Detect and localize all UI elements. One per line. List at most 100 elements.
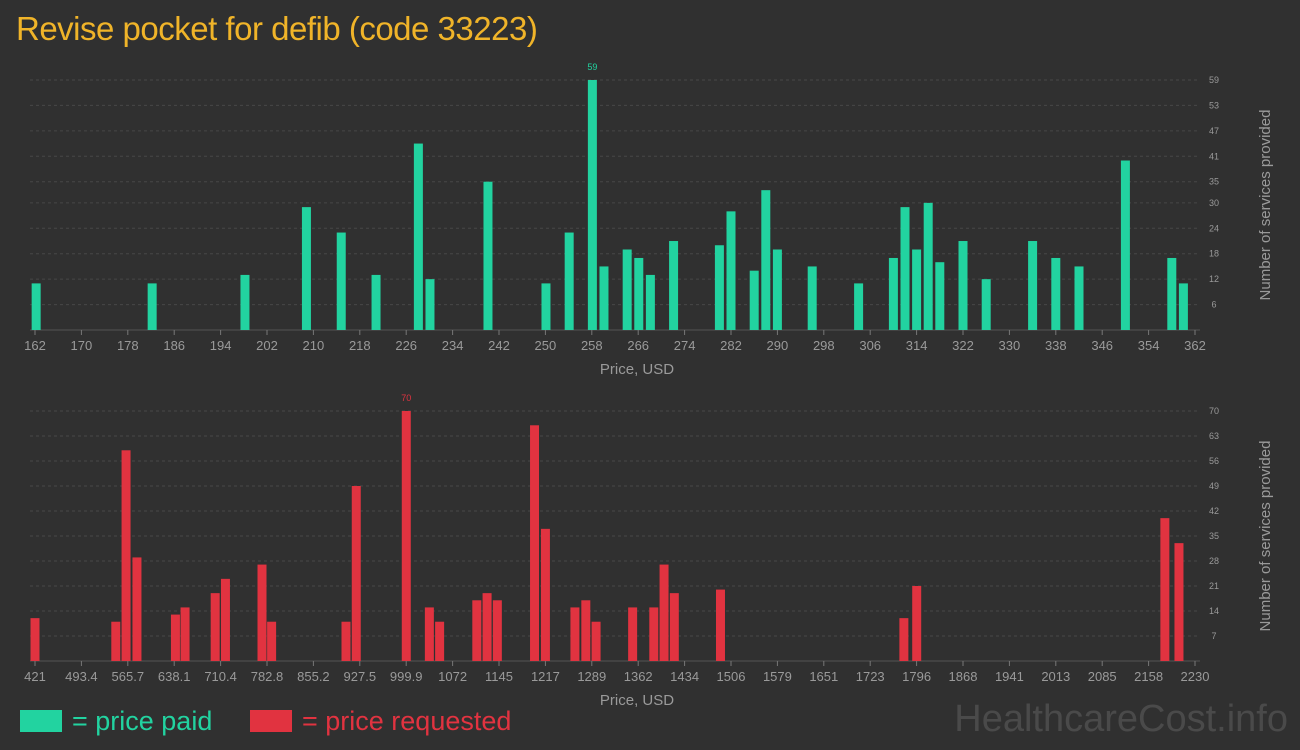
bar [1167, 257, 1177, 330]
bar [483, 181, 493, 330]
y-tick-label: 30 [1209, 198, 1219, 208]
bar [581, 600, 591, 661]
bar [180, 607, 190, 661]
bar [530, 425, 540, 661]
x-tick-label: 322 [952, 338, 974, 353]
bar [958, 241, 968, 330]
bar [912, 586, 922, 661]
y-tick-label: 35 [1209, 177, 1219, 187]
bar [645, 274, 655, 330]
bar [923, 202, 933, 330]
bar [935, 262, 945, 330]
x-tick-label: 1941 [995, 669, 1024, 684]
x-tick-label: 218 [349, 338, 371, 353]
x-tick-label: 234 [442, 338, 464, 353]
bar [1051, 257, 1061, 330]
x-tick-label: 421 [24, 669, 46, 684]
y-axis-title: Number of services provided [1257, 441, 1274, 632]
x-tick-label: 202 [256, 338, 278, 353]
y-tick-label: 42 [1209, 506, 1219, 516]
x-tick-label: 1723 [856, 669, 885, 684]
bar [121, 450, 131, 661]
bar [170, 614, 180, 661]
y-tick-label: 70 [1209, 406, 1219, 416]
y-tick-label: 53 [1209, 100, 1219, 110]
x-tick-label: 2158 [1134, 669, 1163, 684]
bar [111, 621, 121, 661]
bar [492, 600, 502, 661]
x-tick-label: 314 [906, 338, 928, 353]
bar [351, 486, 361, 661]
bar [564, 232, 574, 330]
bar [1028, 241, 1038, 330]
y-tick-label: 14 [1209, 606, 1219, 616]
bar [912, 249, 922, 330]
bar [634, 257, 644, 330]
chart-requested: 7 14 21 28 35 42 49 56 63 70 421 493.4 565.7 638.1 710… [24, 393, 1274, 709]
bar [1120, 160, 1130, 330]
x-tick-label: 710.4 [204, 669, 237, 684]
bar [401, 411, 411, 661]
y-tick-label: 21 [1209, 581, 1219, 591]
legend-requested-swatch [250, 710, 292, 732]
y-tick-label: 63 [1209, 431, 1219, 441]
y-tick-label: 41 [1209, 151, 1219, 161]
bar [981, 279, 991, 330]
legend-requested-label: = price requested [302, 705, 512, 736]
x-tick-label: 274 [674, 338, 696, 353]
bar [888, 257, 898, 330]
page-title: Revise pocket for defib (code 33223) [16, 10, 538, 47]
legend-paid: = price paid [20, 704, 212, 738]
bar [1174, 543, 1184, 661]
x-tick-label: 178 [117, 338, 139, 353]
bar [267, 621, 277, 661]
x-tick-label: 186 [163, 338, 185, 353]
legend-requested: = price requested [250, 704, 511, 738]
bar [570, 607, 580, 661]
legend-paid-swatch [20, 710, 62, 732]
y-tick-label: 18 [1209, 249, 1219, 259]
x-tick-label: 1651 [809, 669, 838, 684]
bar [899, 618, 909, 661]
x-tick-label: 782.8 [251, 669, 284, 684]
x-tick-label: 282 [720, 338, 742, 353]
bar [726, 211, 736, 330]
x-tick-label: 927.5 [344, 669, 377, 684]
bar [714, 245, 724, 330]
bar [541, 283, 551, 330]
bar [341, 621, 351, 661]
x-tick-label: 2230 [1181, 669, 1210, 684]
y-tick-label: 28 [1209, 556, 1219, 566]
bar [854, 283, 864, 330]
bar [599, 266, 609, 330]
bar [761, 190, 771, 330]
bar [669, 241, 679, 330]
bar [31, 283, 41, 330]
bar [669, 593, 679, 661]
bar [900, 207, 910, 330]
x-tick-label: 306 [859, 338, 881, 353]
x-axis-title: Price, USD [600, 692, 674, 709]
x-tick-label: 1362 [624, 669, 653, 684]
brand-watermark: HealthcareCost.info [954, 698, 1288, 740]
x-tick-label: 1072 [438, 669, 467, 684]
x-tick-label: 162 [24, 338, 46, 353]
bar [472, 600, 482, 661]
bar [1160, 518, 1170, 661]
x-tick-label: 354 [1138, 338, 1160, 353]
x-tick-label: 1434 [670, 669, 699, 684]
bar [1074, 266, 1084, 330]
bar [424, 607, 434, 661]
bar [659, 564, 669, 661]
bar [628, 607, 638, 661]
x-tick-label: 226 [395, 338, 417, 353]
bar [715, 589, 725, 661]
x-tick-label: 1145 [485, 669, 513, 684]
bar [132, 557, 142, 661]
x-tick-label: 1217 [531, 669, 560, 684]
y-axis-title: Number of services provided [1257, 110, 1274, 301]
bar [591, 621, 601, 661]
y-tick-label: 47 [1209, 126, 1219, 136]
x-tick-label: 330 [999, 338, 1021, 353]
y-tick-label: 49 [1209, 481, 1219, 491]
